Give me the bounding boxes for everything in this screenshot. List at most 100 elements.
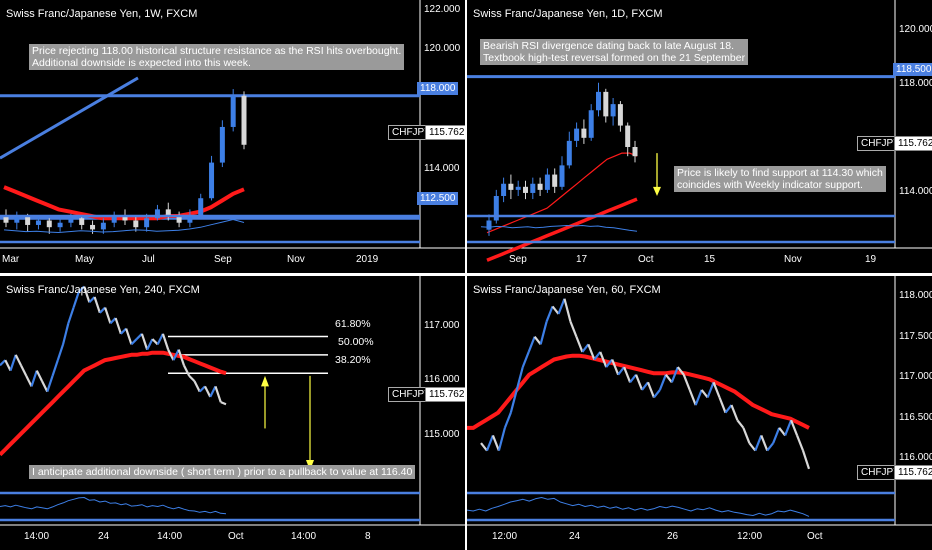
- h1-x-tick: 24: [569, 531, 581, 542]
- weekly-chart-svg[interactable]: [0, 0, 465, 273]
- price-line: [778, 427, 787, 437]
- h1-chart-svg[interactable]: [467, 276, 932, 550]
- price-line: [593, 351, 602, 361]
- candle: [133, 220, 139, 228]
- fib-label-382: 38.20%: [335, 354, 371, 366]
- candle: [486, 220, 492, 230]
- weekly-last-price-tag: 115.762: [425, 125, 465, 140]
- candle: [574, 128, 580, 141]
- h1-y-tick: 118.000: [899, 290, 932, 301]
- price-line: [658, 374, 667, 391]
- daily-y-tick: 118.000: [899, 78, 932, 89]
- price-line: [220, 401, 227, 406]
- price-line: [78, 285, 85, 293]
- price-line: [790, 419, 799, 436]
- price-line: [9, 354, 17, 371]
- price-line: [706, 381, 715, 398]
- candle: [552, 174, 558, 187]
- price-line: [587, 343, 596, 360]
- candle: [90, 224, 96, 230]
- candle: [566, 140, 572, 166]
- price-line: [694, 389, 703, 406]
- candle: [515, 186, 521, 190]
- daily-chart-panel[interactable]: Swiss Franc/Japanese Yen, 1D, FXCM Beari…: [467, 0, 932, 273]
- weekly-chart-panel[interactable]: Swiss Franc/Japanese Yen, 1W, FXCM Price…: [0, 0, 465, 273]
- fast-moving-average-line: [486, 152, 638, 234]
- h1-title: Swiss Franc/Japanese Yen, 60, FXCM: [473, 284, 661, 296]
- h1-y-tick: 116.000: [899, 452, 932, 463]
- weekly-y-tick: 122.000: [424, 4, 461, 15]
- weekly-x-tick: Jul: [142, 254, 155, 265]
- price-line: [182, 364, 191, 377]
- price-line: [72, 291, 80, 308]
- daily-level-tag-1185: 118.500: [893, 63, 932, 76]
- price-line: [557, 298, 566, 315]
- candle: [559, 165, 565, 187]
- price-line: [140, 333, 149, 350]
- rsi-line: [480, 225, 638, 232]
- moving-average-line: [3, 185, 245, 221]
- price-line: [539, 321, 548, 345]
- price-line: [665, 374, 673, 383]
- candle: [144, 218, 150, 228]
- daily-chart-svg[interactable]: [467, 0, 932, 273]
- weekly-level-tag-118: 118.000: [417, 82, 459, 95]
- price-line: [62, 323, 70, 345]
- price-line: [718, 397, 727, 414]
- candle: [100, 222, 106, 230]
- price-line: [156, 333, 164, 345]
- price-line: [146, 338, 154, 351]
- candle: [165, 209, 171, 217]
- daily-title: Swiss Franc/Japanese Yen, 1D, FXCM: [473, 8, 663, 20]
- candle: [501, 183, 507, 196]
- price-line: [682, 374, 691, 391]
- price-line: [724, 404, 733, 414]
- daily-y-tick: 120.000: [899, 24, 932, 35]
- h1-x-tick: 12:00: [492, 531, 518, 542]
- price-line: [581, 343, 590, 353]
- weekly-x-tick: Sep: [214, 254, 232, 265]
- up-arrow-head: [261, 375, 269, 387]
- candle: [241, 95, 247, 145]
- price-line: [742, 427, 751, 444]
- price-line: [193, 380, 201, 393]
- weekly-x-tick: 2019: [356, 254, 379, 265]
- h4-x-tick: 14:00: [157, 531, 183, 542]
- h4-chart-svg[interactable]: [0, 276, 465, 550]
- candle: [57, 222, 63, 228]
- h1-y-tick: 117.500: [899, 331, 932, 342]
- h1-chart-panel[interactable]: Swiss Franc/Japanese Yen, 60, FXCM CHFJP…: [467, 276, 932, 550]
- daily-symbol-tag: CHFJPY: [857, 136, 904, 151]
- candle: [617, 104, 623, 126]
- weekly-y-tick: 120.000: [424, 43, 461, 54]
- price-line: [30, 370, 38, 387]
- price-line: [209, 385, 217, 398]
- price-line: [99, 306, 106, 314]
- price-line: [796, 435, 805, 452]
- candle: [544, 174, 550, 190]
- candle: [176, 216, 182, 223]
- candle: [230, 95, 236, 127]
- candle: [35, 220, 41, 225]
- h1-x-tick: 26: [667, 531, 679, 542]
- price-line: [521, 351, 530, 368]
- price-line: [480, 442, 488, 452]
- price-line: [130, 338, 138, 346]
- h4-chart-panel[interactable]: Swiss Franc/Japanese Yen, 240, FXCM 61.8…: [0, 276, 465, 550]
- price-line: [67, 307, 75, 324]
- candle: [581, 128, 587, 138]
- price-line: [617, 366, 625, 376]
- price-line: [161, 333, 170, 350]
- price-line: [93, 296, 101, 314]
- candle: [14, 216, 20, 223]
- slow-moving-average-line: [486, 197, 638, 262]
- price-line: [611, 359, 620, 376]
- price-line: [177, 349, 185, 366]
- price-line: [736, 419, 745, 429]
- weekly-level-tag-1125: 112.500: [417, 192, 459, 205]
- price-line: [56, 343, 65, 361]
- price-line: [104, 307, 112, 324]
- price-line: [41, 380, 49, 393]
- daily-note: Bearish RSI divergence dating back to la…: [480, 39, 749, 65]
- daily-last-price-tag: 115.762: [894, 136, 932, 151]
